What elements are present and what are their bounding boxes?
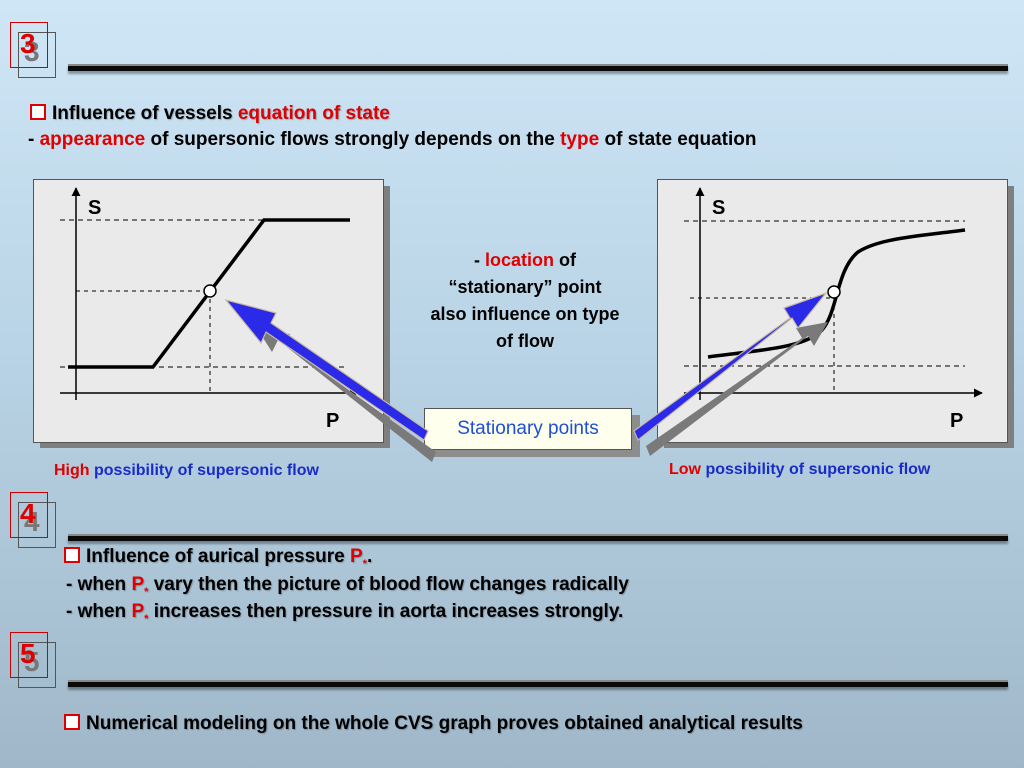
left-arrow-shadow: [258, 330, 436, 462]
section-number: 4: [20, 498, 36, 529]
checkbox-bullet-icon: [64, 547, 80, 563]
left-x-label: P: [326, 410, 340, 432]
section-4-line-2: - when P* increases then pressure in aor…: [66, 601, 624, 625]
left-graph: [60, 187, 359, 400]
section-4-title: Influence of aurical pressure P*.: [64, 546, 372, 570]
right-caption: Low possibility of supersonic flow: [669, 461, 931, 478]
stationary-points-label: Stationary points: [424, 408, 632, 450]
left-arrow: [224, 298, 429, 441]
section-5-text: Numerical modeling on the whole CVS grap…: [64, 713, 803, 735]
section-3-title: Influence of vessels equation of state: [30, 103, 390, 125]
section-4-badge: 4 4: [10, 492, 58, 550]
left-graph-panel: [33, 179, 384, 443]
right-stationary-point: [827, 285, 841, 299]
right-arrow: [633, 291, 828, 441]
section-number: 3: [20, 28, 36, 59]
section-3-badge: 3 3: [10, 22, 58, 80]
checkbox-bullet-icon: [30, 104, 46, 120]
section-5-badge: 5 5: [10, 632, 58, 690]
section-3-line: - appearance of supersonic flows strongl…: [28, 129, 757, 150]
checkbox-bullet-icon: [64, 714, 80, 730]
divider-line: [68, 680, 1008, 687]
divider-line: [68, 64, 1008, 71]
right-arrow-shadow: [646, 322, 828, 456]
left-caption: High possibility of supersonic flow: [54, 462, 319, 479]
right-y-label: S: [712, 197, 726, 219]
section-4-line-1: - when P* vary then the picture of blood…: [66, 574, 629, 598]
section-number: 5: [20, 638, 36, 669]
location-note: - location of “stationary” point also in…: [430, 250, 620, 351]
right-x-label: P: [950, 410, 964, 432]
left-stationary-point: [203, 284, 217, 298]
divider-line: [68, 534, 1008, 541]
left-y-label: S: [88, 197, 102, 219]
